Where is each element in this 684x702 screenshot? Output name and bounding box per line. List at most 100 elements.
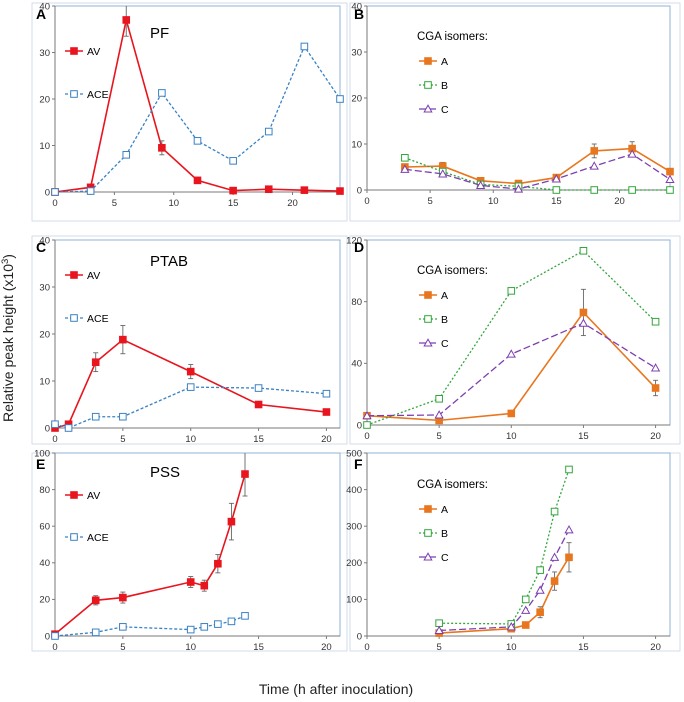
data-point: [650, 363, 661, 372]
series-ace: [51, 612, 249, 640]
data-point: [264, 185, 273, 194]
data-point: [535, 585, 545, 594]
legend-title: CGA isomers:: [417, 265, 488, 277]
series-ace: [51, 383, 331, 432]
x-tick-label: 15: [253, 642, 264, 653]
data-point: [363, 421, 371, 429]
data-point: [119, 623, 127, 631]
data-point: [186, 367, 195, 376]
data-point: [241, 612, 249, 620]
data-point: [322, 408, 331, 416]
data-point: [550, 577, 559, 585]
panel-label: D: [354, 239, 364, 255]
data-point: [254, 384, 263, 392]
legend-label: B: [441, 314, 448, 326]
data-point: [241, 470, 249, 478]
legend-label: AV: [87, 46, 100, 58]
data-point: [666, 186, 674, 194]
legend-marker: [424, 505, 432, 513]
y-tick-label: 30: [351, 47, 362, 58]
data-point: [264, 127, 273, 136]
data-point: [590, 147, 599, 155]
y-tick-label: 300: [346, 522, 362, 533]
legend-label: AV: [87, 270, 100, 282]
data-point: [550, 507, 559, 516]
data-point: [158, 144, 166, 152]
y-tick-label: 400: [346, 485, 362, 496]
data-point: [362, 410, 372, 420]
plot-area: [366, 5, 671, 191]
y-tick-label: 0: [357, 631, 362, 642]
x-tick-label: 10: [185, 642, 196, 653]
x-tick-label: 0: [52, 642, 57, 653]
data-point: [401, 154, 409, 162]
panel-frame: [349, 235, 681, 445]
y-tick-label: 40: [351, 1, 362, 12]
panel-a: 0 10 20 30 40 0 5 10 15 20 A PF AV ACE: [31, 1, 348, 222]
y-tick-label: 500: [346, 448, 362, 459]
data-point: [565, 465, 573, 474]
legend-label: ACE: [87, 89, 109, 101]
data-point: [214, 559, 222, 568]
y-tick-label: 30: [39, 282, 50, 293]
x-tick-label: 0: [364, 642, 369, 653]
x-tick-label: 0: [364, 431, 369, 442]
y-tick-label: 120: [346, 235, 362, 246]
data-point: [627, 149, 637, 158]
panel-label: A: [36, 6, 46, 22]
y-tick-label: 40: [39, 1, 50, 12]
data-point: [564, 525, 574, 534]
y-tick-label: 20: [39, 595, 50, 606]
series-c: [362, 318, 661, 420]
legend-label: C: [441, 552, 449, 564]
legend-label: A: [441, 290, 448, 302]
series-line: [366, 249, 657, 426]
data-point: [506, 622, 516, 631]
data-point: [214, 620, 222, 628]
x-tick-label: 5: [112, 198, 117, 209]
data-point: [549, 552, 560, 561]
legend-label: AV: [87, 490, 100, 502]
legend-label: B: [441, 80, 448, 92]
y-tick-label: 10: [39, 141, 50, 152]
series-line: [404, 157, 670, 191]
data-point: [193, 137, 202, 145]
data-point: [300, 42, 309, 51]
data-point: [91, 412, 100, 421]
data-point: [579, 308, 588, 317]
series-a: [401, 141, 674, 188]
data-point: [434, 625, 444, 635]
series-c: [400, 149, 675, 193]
panel-frame: [31, 452, 348, 652]
data-point: [565, 553, 573, 562]
x-tick-label: 10: [506, 431, 517, 442]
y-tick-label: 0: [45, 631, 50, 642]
x-tick-label: 10: [488, 196, 499, 207]
data-point: [628, 186, 636, 194]
data-point: [506, 349, 516, 358]
legend-marker: [70, 47, 78, 55]
series-line: [54, 45, 341, 193]
y-tick-label: 40: [39, 558, 50, 569]
x-tick-label: 15: [578, 431, 589, 442]
y-tick-label: 0: [45, 187, 50, 198]
data-point: [438, 169, 448, 178]
series-line: [366, 322, 656, 417]
data-point: [336, 95, 344, 103]
legend-label: A: [441, 504, 448, 516]
plot-area: [366, 452, 671, 637]
data-point: [51, 420, 59, 429]
panel-label: C: [36, 239, 46, 255]
series-c: [434, 525, 574, 635]
panel-d: 0 40 80 120 0 5 10 15 20 D ABC CGA isomers:: [346, 235, 681, 445]
data-point: [51, 632, 59, 640]
series-b: [363, 246, 660, 429]
panel-label: F: [354, 456, 363, 472]
legend-marker: [424, 291, 432, 299]
data-point: [119, 412, 127, 421]
x-tick-label: 5: [120, 434, 125, 445]
data-point: [122, 16, 131, 24]
legend-marker: [423, 104, 433, 113]
y-tick-label: 0: [45, 423, 50, 434]
legend-marker: [70, 314, 78, 322]
